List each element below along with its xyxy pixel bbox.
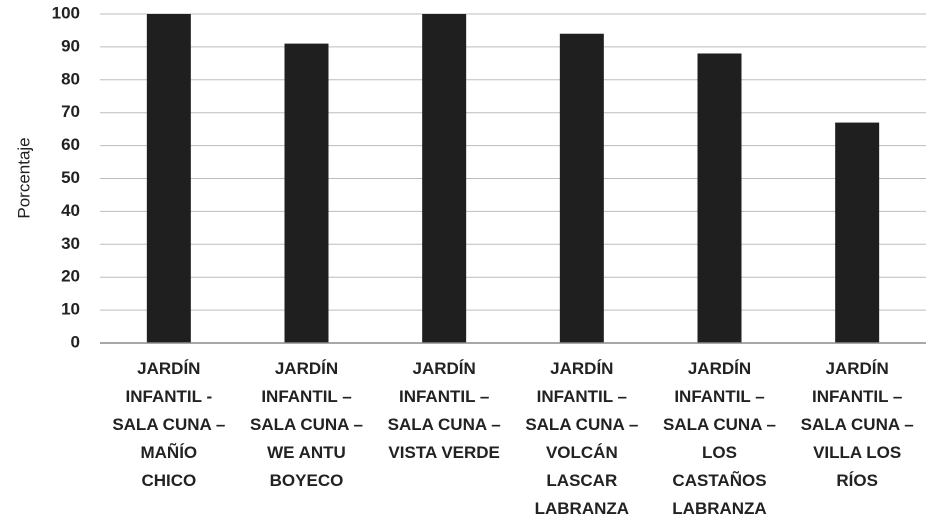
x-category-label-line: JARDÍN bbox=[688, 359, 751, 378]
bar bbox=[697, 53, 742, 343]
x-category-label-line: INFANTIL – bbox=[674, 387, 764, 406]
y-tick-label: 40 bbox=[61, 201, 80, 220]
x-category-label-line: SALA CUNA – bbox=[388, 415, 501, 434]
x-category-label-line: SALA CUNA – bbox=[801, 415, 914, 434]
x-category-label-line: SALA CUNA – bbox=[112, 415, 225, 434]
y-tick-label: 50 bbox=[61, 168, 80, 187]
x-category-label-line: CHICO bbox=[141, 471, 196, 490]
x-category-labels: JARDÍN INFANTIL -SALA CUNA – MAÑÍO CHICOJAR… bbox=[112, 359, 913, 518]
y-tick-label: 30 bbox=[61, 234, 80, 253]
x-category-label-line: JARDÍN bbox=[413, 359, 476, 378]
y-tick-label: 100 bbox=[52, 3, 80, 22]
x-category-label-line: SALA CUNA – bbox=[525, 415, 638, 434]
y-tick-label: 80 bbox=[61, 69, 80, 88]
x-category-label: JARDÍN INFANTIL – SALA CUNA – VILLA LOS RÍOS bbox=[801, 359, 914, 490]
x-category-label: JARDÍN INFANTIL – SALA CUNA – VISTA VERDE bbox=[388, 359, 501, 462]
x-category-label-line: WE ANTU bbox=[267, 443, 346, 462]
x-category-label-line: JARDÍN bbox=[275, 359, 338, 378]
y-axis-title: Porcentaje bbox=[14, 137, 33, 218]
x-category-label-line: INFANTIL – bbox=[537, 387, 627, 406]
x-category-label-line: JARDÍN bbox=[137, 359, 200, 378]
x-category-label-line: BOYECO bbox=[270, 471, 344, 490]
x-category-label-line: MAÑÍO bbox=[140, 442, 197, 462]
gridlines bbox=[100, 13, 926, 311]
y-tick-label: 90 bbox=[61, 36, 80, 55]
y-tick-labels: 0 10 20 30 40 50 60 70 80 90 100 bbox=[52, 3, 80, 351]
x-category-label-line: VOLCÁN bbox=[546, 443, 618, 462]
x-category-label-line: LASCAR bbox=[546, 471, 617, 490]
x-category-label: JARDÍN INFANTIL - SALA CUNA – MAÑÍO CHICO bbox=[112, 359, 225, 490]
x-category-label-line: CASTAÑOS bbox=[672, 470, 766, 490]
y-tick-label: 70 bbox=[61, 102, 80, 121]
x-category-label: JARDÍN INFANTIL – SALA CUNA – LOS CASTAÑOS LA… bbox=[663, 359, 776, 518]
x-category-label-line: INFANTIL – bbox=[399, 387, 489, 406]
bar bbox=[422, 14, 467, 343]
x-category-label-line: INFANTIL – bbox=[261, 387, 351, 406]
x-category-label-line: VILLA LOS bbox=[813, 443, 901, 462]
x-category-label-line: LOS bbox=[702, 443, 737, 462]
x-category-label: JARDÍN INFANTIL – SALA CUNA – VOLCÁN LASCAR L… bbox=[525, 359, 638, 518]
bar bbox=[146, 14, 191, 343]
x-category-label-line: JARDÍN bbox=[550, 359, 613, 378]
x-category-label-line: INFANTIL - bbox=[126, 387, 213, 406]
x-category-label-line: VISTA VERDE bbox=[388, 443, 499, 462]
x-category-label-line: INFANTIL – bbox=[812, 387, 902, 406]
bar bbox=[559, 33, 604, 344]
x-category-label-line: LABRANZA bbox=[672, 499, 766, 518]
y-tick-label: 60 bbox=[61, 135, 80, 154]
bars bbox=[146, 14, 880, 344]
bar bbox=[284, 43, 329, 344]
y-tick-label: 20 bbox=[61, 267, 80, 286]
bar bbox=[835, 122, 880, 343]
x-category-label-line: SALA CUNA – bbox=[663, 415, 776, 434]
y-tick-label: 10 bbox=[61, 300, 80, 319]
y-tick-label: 0 bbox=[71, 332, 80, 351]
x-category-label-line: LABRANZA bbox=[535, 499, 629, 518]
x-category-label-line: JARDÍN bbox=[826, 359, 889, 378]
x-category-label-line: SALA CUNA – bbox=[250, 415, 363, 434]
x-category-label: JARDÍN INFANTIL – SALA CUNA – WE ANTU BOYECO bbox=[250, 359, 363, 490]
x-category-label-line: RÍOS bbox=[836, 471, 878, 490]
